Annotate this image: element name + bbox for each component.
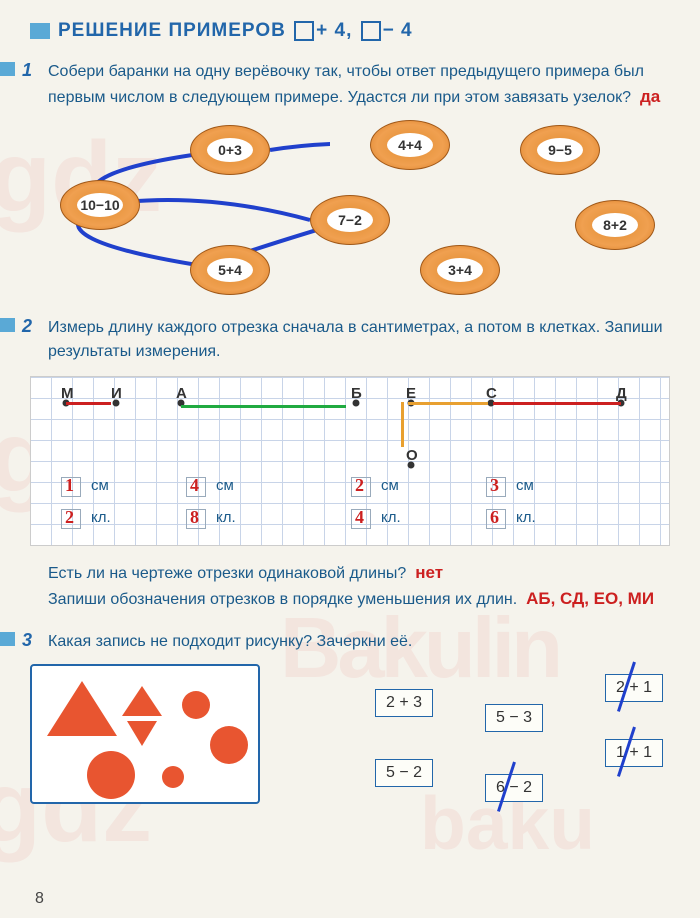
task-text: Измерь длину каждого отрезка сначала в с… — [48, 316, 670, 364]
donut: 7−2 — [310, 195, 390, 245]
answer-value: 4 — [355, 507, 364, 528]
task-2: 2 Измерь длину каждого отрезка сначала в… — [30, 316, 670, 612]
donut: 3+4 — [420, 245, 500, 295]
expression-box: 2 + 1 — [605, 674, 663, 702]
answer-value: 2 — [355, 475, 364, 496]
task-bar — [0, 62, 15, 76]
segment — [401, 402, 404, 447]
answer-value: 6 — [490, 507, 499, 528]
donuts-diagram: 0+3 4+4 9−5 10−10 7−2 8+2 5+4 3+4 — [30, 120, 670, 300]
expressions-area: 2 + 3 5 − 2 5 − 3 6 − 2 2 + 1 1 + 1 — [310, 664, 690, 824]
answer-value: 2 — [65, 507, 74, 528]
task-text: Собери баранки на одну верёвочку так, чт… — [48, 60, 670, 110]
page-header: РЕШЕНИЕ ПРИМЕРОВ + 4, − 4 — [30, 20, 670, 42]
answer-text: нет — [415, 563, 443, 582]
measurement-grid: МИАБЕСДО1см4см2см3см2кл.8кл.4кл.6кл. — [30, 376, 670, 546]
donut-label: 7−2 — [327, 208, 373, 232]
donut: 0+3 — [190, 125, 270, 175]
circle-shape — [162, 766, 184, 788]
expression-box: 1 + 1 — [605, 739, 663, 767]
segment — [408, 402, 488, 405]
donut-label: 9−5 — [537, 138, 583, 162]
circle-shape — [87, 751, 135, 799]
answer-value: 8 — [190, 507, 199, 528]
answer-value: 3 — [490, 475, 499, 496]
task-bar — [0, 632, 15, 646]
task-text: Какая запись не подходит рисунку? Зачерк… — [48, 630, 670, 654]
donut: 5+4 — [190, 245, 270, 295]
donut-label: 0+3 — [207, 138, 253, 162]
task-3: 3 Какая запись не подходит рисунку? Заче… — [30, 630, 670, 824]
task-number: 2 — [22, 316, 32, 337]
unit-label: см — [216, 477, 234, 494]
task-number: 1 — [22, 60, 32, 81]
circle-shape — [182, 691, 210, 719]
triangle-shape — [47, 681, 117, 736]
answer-value: 4 — [190, 475, 199, 496]
segment — [181, 405, 346, 408]
expression-box: 2 + 3 — [375, 689, 433, 717]
unit-label: кл. — [516, 509, 536, 526]
task-number: 3 — [22, 630, 32, 651]
circle-shape — [210, 726, 248, 764]
task-bar — [0, 318, 15, 332]
expression-box: 6 − 2 — [485, 774, 543, 802]
segment — [66, 402, 111, 405]
donut-label: 10−10 — [77, 193, 123, 217]
task-1: 1 Собери баранки на одну верёвочку так, … — [30, 60, 670, 300]
expression-box: 5 − 3 — [485, 704, 543, 732]
donut-label: 3+4 — [437, 258, 483, 282]
point-dot — [408, 462, 415, 469]
point-dot — [113, 400, 120, 407]
answer-text: АБ, СД, ЕО, МИ — [526, 589, 654, 608]
donut: 8+2 — [575, 200, 655, 250]
unit-label: кл. — [216, 509, 236, 526]
unit-label: см — [516, 477, 534, 494]
unit-label: см — [381, 477, 399, 494]
donut: 4+4 — [370, 120, 450, 170]
donut-label: 4+4 — [387, 133, 433, 157]
donut-label: 5+4 — [207, 258, 253, 282]
triangle-shape — [122, 686, 162, 716]
header-bar — [30, 23, 50, 39]
unit-label: кл. — [381, 509, 401, 526]
triangle-shape — [127, 721, 157, 746]
expression-box: 5 − 2 — [375, 759, 433, 787]
unit-label: см — [91, 477, 109, 494]
page-number: 8 — [35, 890, 44, 908]
header-title: РЕШЕНИЕ ПРИМЕРОВ + 4, − 4 — [58, 20, 413, 42]
point-dot — [353, 400, 360, 407]
shapes-box — [30, 664, 260, 804]
answer-value: 1 — [65, 475, 74, 496]
segment — [493, 402, 621, 405]
answer-text: да — [640, 87, 660, 106]
donut: 10−10 — [60, 180, 140, 230]
donut: 9−5 — [520, 125, 600, 175]
task-subtext: Есть ли на чертеже отрезки одинаковой дл… — [48, 560, 670, 612]
donut-label: 8+2 — [592, 213, 638, 237]
unit-label: кл. — [91, 509, 111, 526]
